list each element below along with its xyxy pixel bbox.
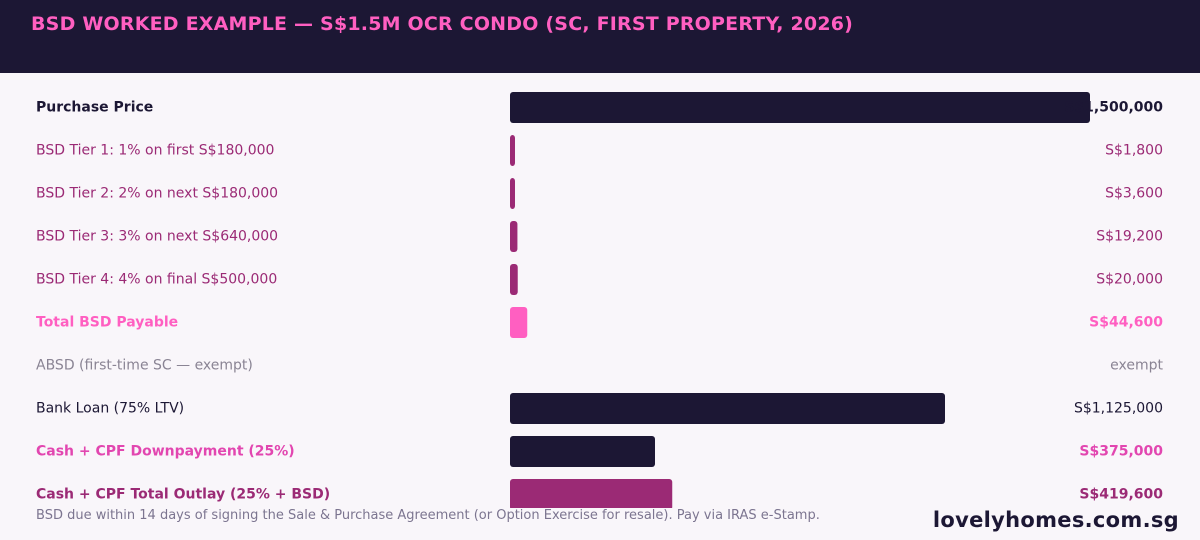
bsd-bar-chart: Purchase Price S$1,500,000 BSD Tier 1: 1% … [36, 92, 1164, 508]
bar-label: BSD Tier 3: 3% on next S$640,000 [36, 229, 278, 245]
bar [510, 135, 515, 166]
value-label: S$1,500,000 [1064, 100, 1163, 116]
bar-label: BSD Tier 2: 2% on next S$180,000 [36, 186, 278, 202]
bar-label: Total BSD Payable [36, 315, 178, 331]
value-label: S$419,600 [1079, 487, 1163, 503]
bar-row: Cash + CPF Downpayment (25%) S$375,000 [36, 436, 1163, 467]
bar-label: BSD Tier 1: 1% on first S$180,000 [36, 143, 274, 159]
bar-label: Cash + CPF Total Outlay (25% + BSD) [36, 487, 330, 503]
page-title: BSD WORKED EXAMPLE — S$1.5M OCR CONDO (S… [31, 13, 854, 35]
value-label: S$19,200 [1096, 229, 1163, 245]
bar-row: Cash + CPF Total Outlay (25% + BSD) S$419… [36, 479, 1163, 508]
bar-label: Cash + CPF Downpayment (25%) [36, 444, 295, 460]
value-label: exempt [1110, 358, 1163, 374]
bar [510, 178, 515, 209]
bar [510, 393, 945, 424]
bar [510, 307, 528, 338]
brand-logo: lovelyhomes.com.sg [932, 508, 1179, 532]
header-bar: BSD WORKED EXAMPLE — S$1.5M OCR CONDO (S… [0, 0, 1200, 73]
value-label: S$44,600 [1089, 315, 1163, 331]
bar-row: Total BSD Payable S$44,600 [36, 307, 1163, 338]
bar-row: Purchase Price S$1,500,000 [36, 92, 1163, 123]
value-label: S$375,000 [1079, 444, 1163, 460]
bar-row: BSD Tier 1: 1% on first S$180,000 S$1,800 [36, 135, 1163, 166]
bar [510, 479, 673, 508]
bar-label: ABSD (first-time SC — exempt) [36, 358, 253, 374]
bar-row: BSD Tier 4: 4% on final S$500,000 S$20,00… [36, 264, 1163, 295]
footnote: BSD due within 14 days of signing the Sa… [36, 508, 820, 523]
value-label: S$1,125,000 [1074, 401, 1163, 417]
value-label: S$3,600 [1105, 186, 1163, 202]
bar-label: BSD Tier 4: 4% on final S$500,000 [36, 272, 277, 288]
bar-row: ABSD (first-time SC — exempt) exempt [36, 358, 1164, 374]
value-label: S$20,000 [1096, 272, 1163, 288]
bar-label: Purchase Price [36, 100, 153, 116]
bar-row: BSD Tier 3: 3% on next S$640,000 S$19,200 [36, 221, 1163, 252]
bar [510, 221, 518, 252]
bar [510, 92, 1090, 123]
bar [510, 436, 655, 467]
bar-row: BSD Tier 2: 2% on next S$180,000 S$3,600 [36, 178, 1163, 209]
bar-label: Bank Loan (75% LTV) [36, 401, 184, 417]
bar [510, 264, 518, 295]
value-label: S$1,800 [1105, 143, 1163, 159]
bar-row: Bank Loan (75% LTV) S$1,125,000 [36, 393, 1163, 424]
